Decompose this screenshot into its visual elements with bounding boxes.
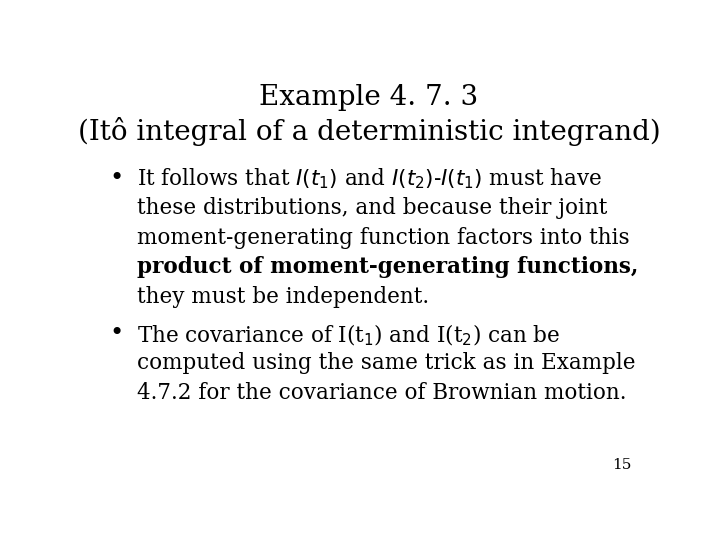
Text: moment-generating function factors into this: moment-generating function factors into …: [138, 227, 630, 248]
Text: •: •: [109, 322, 124, 346]
Text: computed using the same trick as in Example: computed using the same trick as in Exam…: [138, 352, 636, 374]
Text: product of moment-generating functions,: product of moment-generating functions,: [138, 256, 639, 279]
Text: It follows that $\mathit{I}(t_1)$ and $\mathit{I}(t_2)$-$\mathit{I}(t_1)$ must h: It follows that $\mathit{I}(t_1)$ and $\…: [138, 167, 603, 191]
Text: 4.7.2 for the covariance of Brownian motion.: 4.7.2 for the covariance of Brownian mot…: [138, 382, 627, 404]
Text: •: •: [109, 167, 124, 190]
Text: Example 4. 7. 3: Example 4. 7. 3: [259, 84, 479, 111]
Text: (Itô integral of a deterministic integrand): (Itô integral of a deterministic integra…: [78, 117, 660, 146]
Text: 15: 15: [612, 458, 631, 472]
Text: these distributions, and because their joint: these distributions, and because their j…: [138, 197, 608, 219]
Text: The covariance of I(t$_1$) and I(t$_2$) can be: The covariance of I(t$_1$) and I(t$_2$) …: [138, 322, 561, 348]
Text: they must be independent.: they must be independent.: [138, 286, 430, 308]
